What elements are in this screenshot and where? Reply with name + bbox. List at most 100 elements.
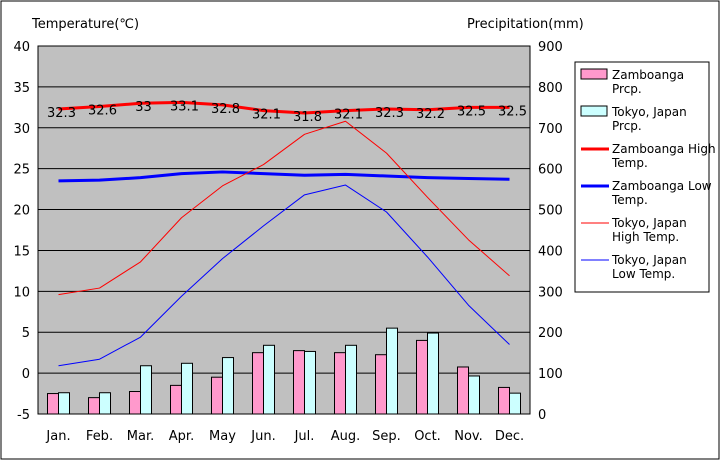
data-label: 33.1 xyxy=(170,99,199,114)
legend-label: Zamboanga xyxy=(612,68,684,82)
data-label: 32.8 xyxy=(211,102,240,117)
y-right-ticks: 0 100 200 300 400 500 600 700 800 900 xyxy=(538,40,563,423)
y-left-tick-label: 40 xyxy=(13,40,30,55)
bar-zamboanga-prcp xyxy=(498,386,510,415)
x-ticks: Jan. Feb. Mar. Apr. May Jun. Jul. Aug. Sep. Oct. N… xyxy=(45,429,524,444)
y-right-tick-label: 100 xyxy=(538,367,563,382)
y-left-ticks: -5 0 5 10 15 20 25 30 35 40 xyxy=(13,40,30,423)
y-right-tick-label: 200 xyxy=(538,326,563,341)
data-label: 32.1 xyxy=(252,108,281,123)
bar-tokyo-prcp xyxy=(304,350,316,415)
y-left-tick-label: 20 xyxy=(13,204,30,219)
y-right-tick-label: 0 xyxy=(538,408,546,423)
legend-label: High Temp. xyxy=(612,230,679,244)
lines-layer xyxy=(58,100,510,367)
x-tick-label: Aug. xyxy=(331,429,361,444)
x-tick-label: Jun. xyxy=(250,429,275,444)
x-tick-label: Jul. xyxy=(294,429,315,444)
y-right-tick-label: 800 xyxy=(538,81,563,96)
legend-label: Tokyo, Japan xyxy=(611,105,687,119)
data-labels-layer: 32.3 32.6 33 33.1 32.8 32.1 31.8 32.1 32.3 32.2 32… xyxy=(47,99,527,125)
legend-swatch xyxy=(580,68,608,80)
x-tick-label: Dec. xyxy=(495,429,524,444)
legend-label: Temp. xyxy=(611,156,648,170)
zamboanga-low-line xyxy=(58,170,510,183)
y-right-tick-label: 700 xyxy=(538,122,563,137)
y-right-tick-label: 300 xyxy=(538,285,563,300)
legend-box xyxy=(574,61,710,293)
bar-tokyo-prcp xyxy=(263,344,275,415)
y-left-tick-label: 25 xyxy=(13,163,30,178)
bar-tokyo-prcp xyxy=(58,392,70,415)
bar-tokyo-prcp xyxy=(140,365,152,415)
bar-zamboanga-prcp xyxy=(47,393,59,415)
bar-zamboanga-prcp xyxy=(252,352,264,415)
plot-area xyxy=(37,45,531,415)
legend-label: Prcp. xyxy=(612,82,642,96)
x-tick-label: Feb. xyxy=(86,429,113,444)
legend-label: Low Temp. xyxy=(612,267,675,281)
data-label: 32.5 xyxy=(498,104,527,119)
data-label: 32.1 xyxy=(334,108,363,123)
bar-tokyo-prcp xyxy=(345,344,357,415)
bar-tokyo-prcp xyxy=(386,327,398,415)
x-tick-label: Mar. xyxy=(127,429,154,444)
x-tick-label: Oct. xyxy=(414,429,441,444)
zamboanga-high-line xyxy=(58,100,510,115)
data-label: 31.8 xyxy=(293,110,322,125)
bar-tokyo-prcp xyxy=(509,392,521,415)
bar-zamboanga-prcp xyxy=(416,339,428,415)
bar-zamboanga-prcp xyxy=(293,350,305,415)
y-right-tick-label: 600 xyxy=(538,163,563,178)
x-tick-label: Nov. xyxy=(454,429,483,444)
bar-zamboanga-prcp xyxy=(129,391,141,415)
y-left-tick-label: 35 xyxy=(13,81,30,96)
tokyo-low-line xyxy=(58,184,510,367)
gridlines xyxy=(38,86,530,374)
bar-zamboanga-prcp xyxy=(375,354,387,415)
x-tick-label: Sep. xyxy=(372,429,401,444)
data-label: 32.3 xyxy=(375,106,404,121)
bar-tokyo-prcp xyxy=(468,375,480,415)
bar-tokyo-prcp xyxy=(427,332,439,415)
bar-tokyo-prcp xyxy=(99,392,111,415)
data-label: 32.3 xyxy=(47,106,76,121)
y-left-tick-label: 5 xyxy=(22,326,30,341)
bars-layer xyxy=(47,327,521,415)
x-tick-label: May xyxy=(209,429,236,444)
legend-label: Tokyo, Japan xyxy=(611,253,687,267)
y-left-tick-label: -5 xyxy=(17,408,30,423)
y-right-tick-label: 900 xyxy=(538,40,563,55)
bar-zamboanga-prcp xyxy=(170,384,182,415)
x-tick-label: Jan. xyxy=(45,429,70,444)
bar-tokyo-prcp xyxy=(222,357,234,415)
y-left-tick-label: 10 xyxy=(13,285,30,300)
legend-label: Prcp. xyxy=(612,119,642,133)
bar-zamboanga-prcp xyxy=(334,352,346,415)
y-left-tick-label: 30 xyxy=(13,122,30,137)
bar-tokyo-prcp xyxy=(181,362,193,415)
legend-label: Zamboanga High xyxy=(612,142,716,156)
data-label: 32.6 xyxy=(88,104,117,119)
bar-zamboanga-prcp xyxy=(457,366,469,415)
data-label: 33 xyxy=(135,100,152,115)
x-tick-label: Apr. xyxy=(169,429,194,444)
y-right-axis-label: Precipitation(mm) xyxy=(467,17,584,32)
y-left-tick-label: 0 xyxy=(22,367,30,382)
bar-zamboanga-prcp xyxy=(88,397,100,415)
y-right-tick-label: 500 xyxy=(538,204,563,219)
legend-label: Zamboanga Low xyxy=(612,179,712,193)
legend-label: Temp. xyxy=(611,193,648,207)
bar-zamboanga-prcp xyxy=(211,376,223,415)
y-right-tick-label: 400 xyxy=(538,244,563,259)
legend-swatch xyxy=(580,105,608,117)
legend-label: Tokyo, Japan xyxy=(611,216,687,230)
data-label: 32.5 xyxy=(457,104,486,119)
y-left-tick-label: 15 xyxy=(13,244,30,259)
tokyo-high-line xyxy=(58,120,510,296)
y-left-axis-label: Temperature(℃) xyxy=(31,17,139,32)
data-label: 32.2 xyxy=(416,107,445,122)
